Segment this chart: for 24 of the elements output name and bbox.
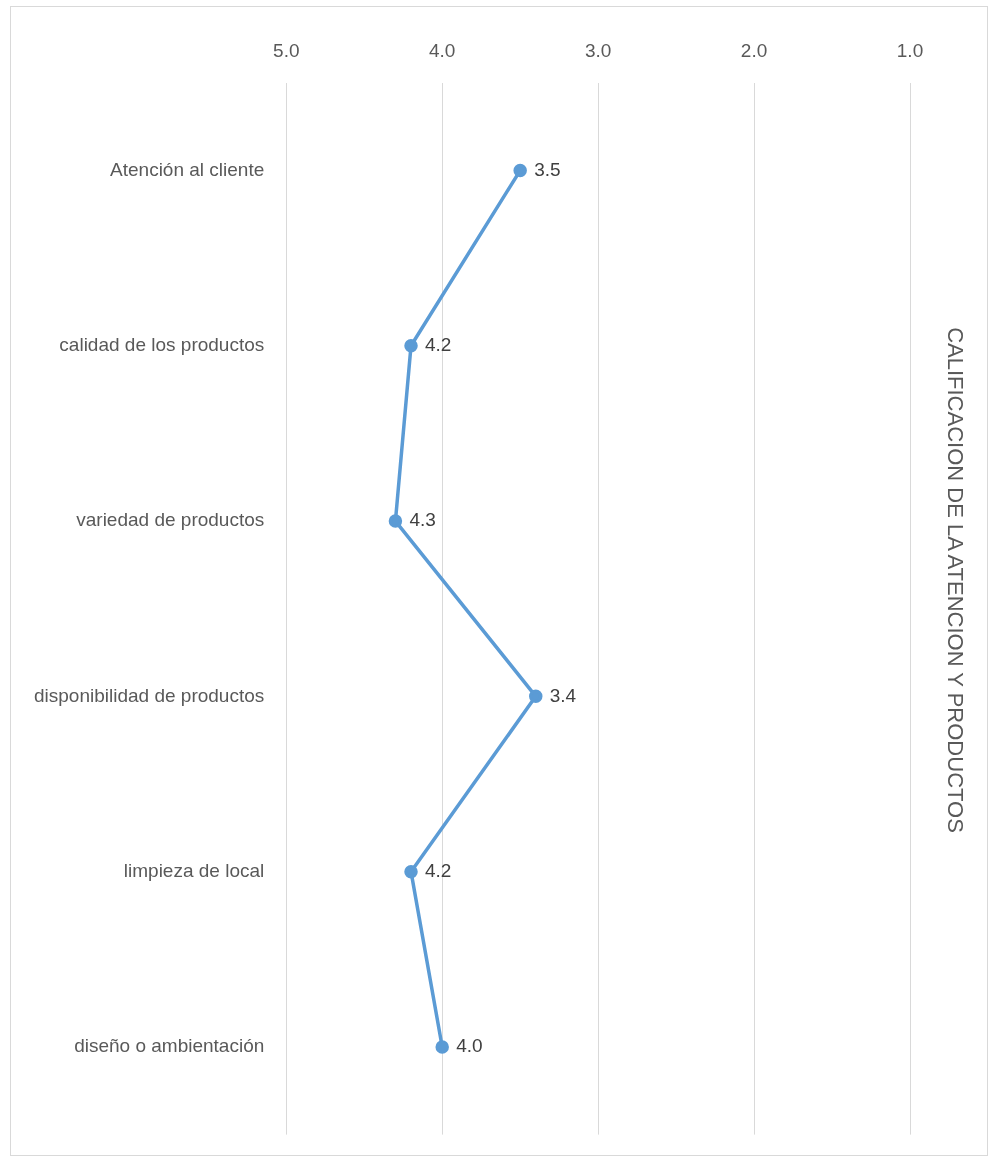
point: [404, 339, 418, 353]
data-label: 4.3: [409, 509, 436, 531]
point: [513, 163, 527, 178]
y-tick-label: limpieza de local: [123, 859, 265, 881]
y-tick-label: calidad de los productos: [59, 333, 265, 355]
y-tick-label: disponibilidad de productos: [33, 684, 265, 706]
data-label: 3.5: [534, 158, 561, 180]
y-tick-label: diseño o ambientación: [74, 1035, 265, 1057]
x-tick-label: 4.0: [428, 39, 456, 61]
data-label: 4.2: [425, 333, 452, 355]
data-label: 4.0: [456, 1035, 483, 1057]
point: [435, 1040, 449, 1054]
point: [404, 864, 418, 879]
data-label: 4.2: [425, 859, 452, 881]
point: [529, 689, 543, 704]
x-tick-label: 5.0: [273, 39, 300, 61]
y-tick-label: Atención al cliente: [110, 158, 265, 180]
point: [388, 514, 403, 528]
text: CALIFICACION DE LA ATENCION Y PRODUCTOS: [942, 327, 968, 833]
x-tick-label: 3.0: [584, 39, 612, 61]
x-tick-label: 1.0: [896, 39, 924, 61]
data-label: 3.4: [549, 684, 577, 706]
x-tick-label: 2.0: [740, 39, 768, 61]
y-tick-label: variedad de productos: [76, 509, 265, 531]
